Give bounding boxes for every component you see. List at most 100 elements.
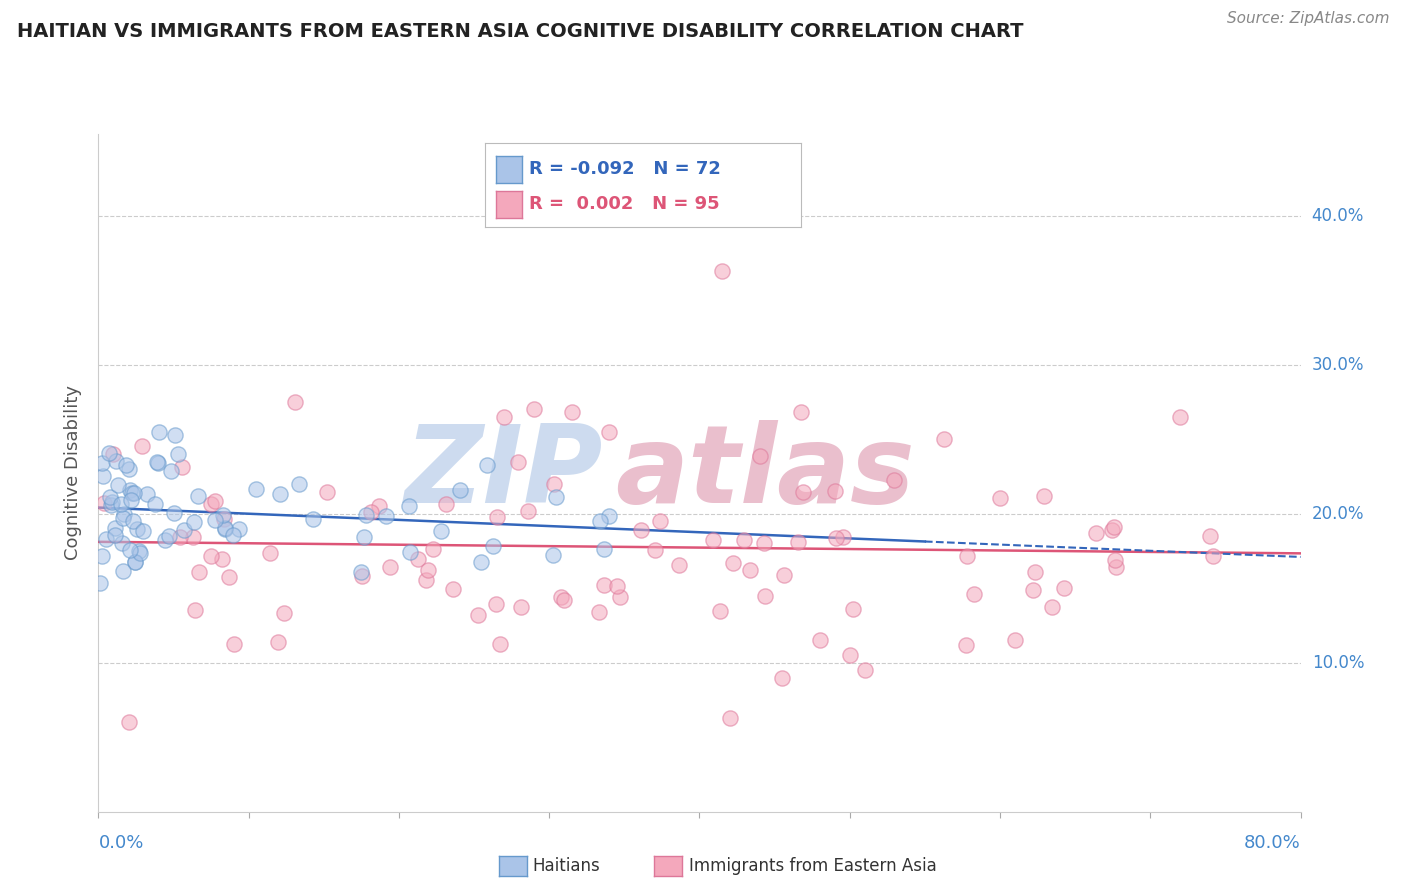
Point (1004, 633, 1026, 648)
Point (155, 533, 177, 548)
Point (188, 565, 211, 579)
Point (183, 515, 205, 529)
Point (211, 552, 233, 566)
Point (434, 497, 457, 511)
Point (115, 458, 138, 472)
Point (135, 487, 157, 501)
Point (186, 490, 208, 504)
Point (733, 533, 755, 547)
Point (668, 558, 690, 572)
Point (97, 446, 120, 460)
Point (630, 523, 652, 537)
Point (118, 715, 141, 730)
Point (354, 508, 377, 522)
Point (486, 510, 509, 524)
Point (1199, 529, 1222, 543)
Point (94, 532, 117, 546)
Point (375, 509, 398, 524)
Text: HAITIAN VS IMMIGRANTS FROM EASTERN ASIA COGNITIVE DISABILITY CORRELATION CHART: HAITIAN VS IMMIGRANTS FROM EASTERN ASIA … (17, 22, 1024, 41)
Point (824, 531, 846, 545)
Text: 10.0%: 10.0% (1312, 654, 1364, 672)
Point (91, 469, 114, 483)
Point (648, 514, 671, 528)
Point (1040, 600, 1063, 615)
Text: 20.0%: 20.0% (1312, 505, 1364, 523)
Point (988, 491, 1011, 505)
Point (489, 637, 512, 651)
Point (399, 544, 422, 558)
Text: Haitians: Haitians (533, 857, 600, 875)
Point (111, 535, 134, 549)
Point (200, 549, 222, 564)
Point (738, 563, 761, 577)
Point (509, 599, 531, 614)
Point (214, 522, 236, 536)
Point (122, 485, 145, 500)
Point (1170, 409, 1192, 424)
Point (1053, 581, 1076, 595)
Point (284, 394, 307, 409)
Point (770, 671, 793, 685)
Point (120, 492, 142, 507)
Point (1084, 526, 1107, 541)
Point (955, 638, 977, 652)
Point (91, 549, 114, 563)
Point (792, 484, 814, 499)
Text: R =  0.002   N = 95: R = 0.002 N = 95 (529, 195, 720, 213)
Y-axis label: Cognitive Disability: Cognitive Disability (65, 385, 83, 560)
Point (773, 567, 796, 582)
Point (721, 556, 744, 570)
Point (711, 264, 734, 278)
Point (353, 530, 375, 544)
Point (267, 634, 290, 648)
Point (754, 536, 776, 550)
Point (204, 513, 226, 527)
Point (129, 545, 152, 559)
Point (121, 486, 143, 500)
Point (644, 542, 666, 557)
Point (842, 602, 865, 616)
Point (541, 549, 564, 563)
Point (89, 576, 111, 591)
Point (124, 555, 146, 569)
Text: Source: ZipAtlas.com: Source: ZipAtlas.com (1226, 11, 1389, 26)
Point (120, 543, 142, 558)
Point (832, 530, 855, 544)
Point (218, 570, 240, 584)
Point (349, 565, 371, 579)
Point (718, 711, 741, 725)
Point (221, 528, 243, 542)
Text: atlas: atlas (616, 420, 915, 525)
Point (1022, 583, 1045, 598)
Point (269, 487, 291, 501)
Point (350, 569, 373, 583)
Point (165, 428, 187, 442)
Point (160, 464, 183, 478)
Point (124, 556, 146, 570)
Point (422, 541, 444, 556)
Point (449, 483, 471, 497)
Point (184, 603, 207, 617)
Point (598, 425, 620, 439)
Point (418, 562, 440, 576)
Text: 40.0%: 40.0% (1312, 207, 1364, 225)
Point (748, 450, 770, 464)
Text: Immigrants from Eastern Asia: Immigrants from Eastern Asia (689, 857, 936, 875)
Point (508, 455, 530, 469)
Point (606, 579, 628, 593)
Point (148, 456, 170, 470)
Point (1202, 549, 1225, 563)
Point (132, 524, 155, 538)
Point (429, 524, 451, 539)
Point (787, 535, 810, 549)
Point (378, 560, 401, 574)
Point (131, 439, 153, 453)
Point (588, 605, 610, 619)
Point (148, 425, 170, 439)
Point (228, 522, 250, 536)
Point (544, 490, 567, 504)
Point (107, 478, 129, 492)
Point (415, 573, 437, 587)
Point (128, 544, 150, 558)
Text: R = -0.092   N = 72: R = -0.092 N = 72 (529, 161, 720, 178)
